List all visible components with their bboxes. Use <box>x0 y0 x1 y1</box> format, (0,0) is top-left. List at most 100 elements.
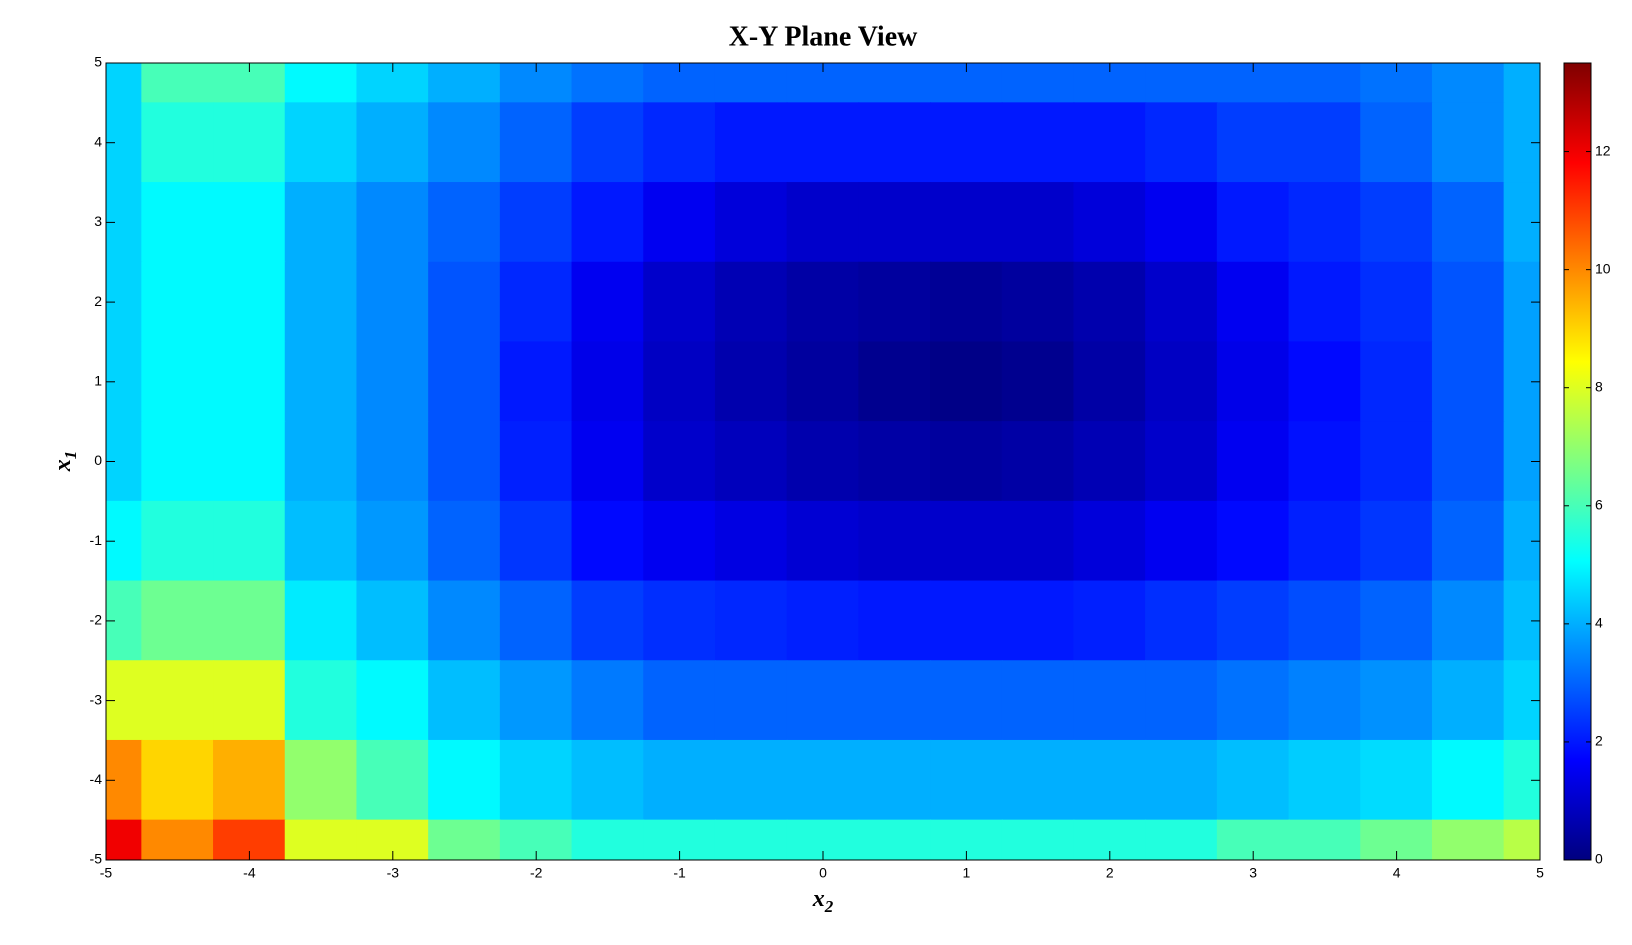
heatmap-cell <box>1431 500 1505 582</box>
y-tick-label: -1 <box>90 532 103 548</box>
heatmap-cell <box>786 660 860 741</box>
heatmap-cell <box>499 421 573 502</box>
heatmap-cell <box>499 341 573 423</box>
heatmap-cell <box>213 660 286 741</box>
heatmap-cell <box>141 739 215 821</box>
heatmap-cell <box>643 182 716 263</box>
heatmap-cell <box>356 500 430 582</box>
y-tick-label: -2 <box>90 612 103 628</box>
heatmap-cell <box>571 660 645 741</box>
heatmap-cell <box>643 421 716 502</box>
y-tick-label: 2 <box>94 293 102 309</box>
heatmap-cell <box>428 421 501 502</box>
heatmap-cell <box>284 819 358 860</box>
heatmap-cell <box>213 261 286 343</box>
heatmap-cell <box>1073 182 1147 263</box>
heatmap-cell <box>428 341 501 423</box>
heatmap-cell <box>1360 261 1433 343</box>
heatmap-cell <box>571 421 645 502</box>
heatmap-cell <box>786 341 860 423</box>
heatmap-cell <box>1360 102 1433 184</box>
heatmap-cell <box>1288 261 1362 343</box>
heatmap-cell <box>141 660 215 741</box>
heatmap-cell <box>284 261 358 343</box>
heatmap-cell <box>643 341 716 423</box>
heatmap-cell <box>356 739 430 821</box>
heatmap-cell <box>141 182 215 263</box>
y-label-base: x <box>50 459 76 472</box>
heatmap-cell <box>786 500 860 582</box>
heatmap-cell <box>1001 580 1075 662</box>
heatmap-cell <box>786 102 860 184</box>
heatmap-cell <box>213 341 286 423</box>
heatmap-cell <box>213 421 286 502</box>
heatmap-cell <box>1288 819 1362 860</box>
heatmap-cell <box>428 500 501 582</box>
heatmap-cell <box>930 261 1003 343</box>
heatmap-cell <box>643 102 716 184</box>
y-label-sub: 1 <box>61 451 80 460</box>
heatmap-cell <box>786 182 860 263</box>
y-tick-label: 5 <box>94 54 102 70</box>
y-tick-label: -3 <box>90 691 103 707</box>
heatmap-cell <box>571 102 645 184</box>
heatmap-cell <box>714 341 788 423</box>
heatmap-cell <box>1145 819 1218 860</box>
heatmap-cell <box>1431 341 1505 423</box>
heatmap-cell <box>356 580 430 662</box>
heatmap-cell <box>858 500 932 582</box>
heatmap-cell <box>356 421 430 502</box>
heatmap-cell <box>1216 261 1290 343</box>
heatmap-cell <box>1145 660 1218 741</box>
heatmap-cell <box>930 500 1003 582</box>
heatmap-cell <box>1431 261 1505 343</box>
heatmap-cell <box>1145 102 1218 184</box>
heatmap-cell <box>571 182 645 263</box>
heatmap-cell <box>284 102 358 184</box>
heatmap-cell <box>1288 660 1362 741</box>
heatmap-cell <box>499 182 573 263</box>
heatmap-cell <box>714 739 788 821</box>
heatmap-cell <box>428 182 501 263</box>
heatmap-cell <box>213 580 286 662</box>
heatmap-cell <box>1431 819 1505 860</box>
heatmap-cell <box>1431 182 1505 263</box>
heatmap-cell <box>1216 102 1290 184</box>
heatmap-cell <box>356 182 430 263</box>
y-tick-label: 0 <box>94 452 102 468</box>
colorbar <box>1563 62 1592 861</box>
heatmap-cell <box>428 580 501 662</box>
heatmap-cell <box>1073 500 1147 582</box>
heatmap-cell <box>1001 341 1075 423</box>
heatmap-cell <box>428 819 501 860</box>
x-label-sub: 2 <box>824 897 834 916</box>
heatmap-cell <box>499 660 573 741</box>
heatmap-cell <box>1001 660 1075 741</box>
heatmap-cell <box>1145 261 1218 343</box>
heatmap-cell <box>1288 341 1362 423</box>
colorbar-tick-label: 12 <box>1595 142 1611 158</box>
heatmap-cell <box>1001 63 1075 104</box>
heatmap-cell <box>1288 739 1362 821</box>
heatmap-cell <box>1145 182 1218 263</box>
colorbar-tick-label: 4 <box>1595 615 1603 631</box>
heatmap-cell <box>786 739 860 821</box>
heatmap-cell <box>858 261 932 343</box>
heatmap-cell <box>141 63 215 104</box>
heatmap-cell <box>1216 660 1290 741</box>
heatmap-cell <box>1145 421 1218 502</box>
heatmap-cell <box>499 739 573 821</box>
x-tick-label: 4 <box>1393 865 1401 881</box>
heatmap-cell <box>930 660 1003 741</box>
heatmap-cell <box>858 102 932 184</box>
heatmap-cell <box>1431 421 1505 502</box>
heatmap-cell <box>1360 739 1433 821</box>
heatmap-cell <box>1288 580 1362 662</box>
heatmap-cell <box>284 500 358 582</box>
heatmap-cell <box>858 182 932 263</box>
heatmap-cell <box>858 63 932 104</box>
heatmap-cell <box>1360 182 1433 263</box>
x-tick-label: -4 <box>243 865 256 881</box>
heatmap-cell <box>1288 500 1362 582</box>
heatmap-cell <box>141 421 215 502</box>
